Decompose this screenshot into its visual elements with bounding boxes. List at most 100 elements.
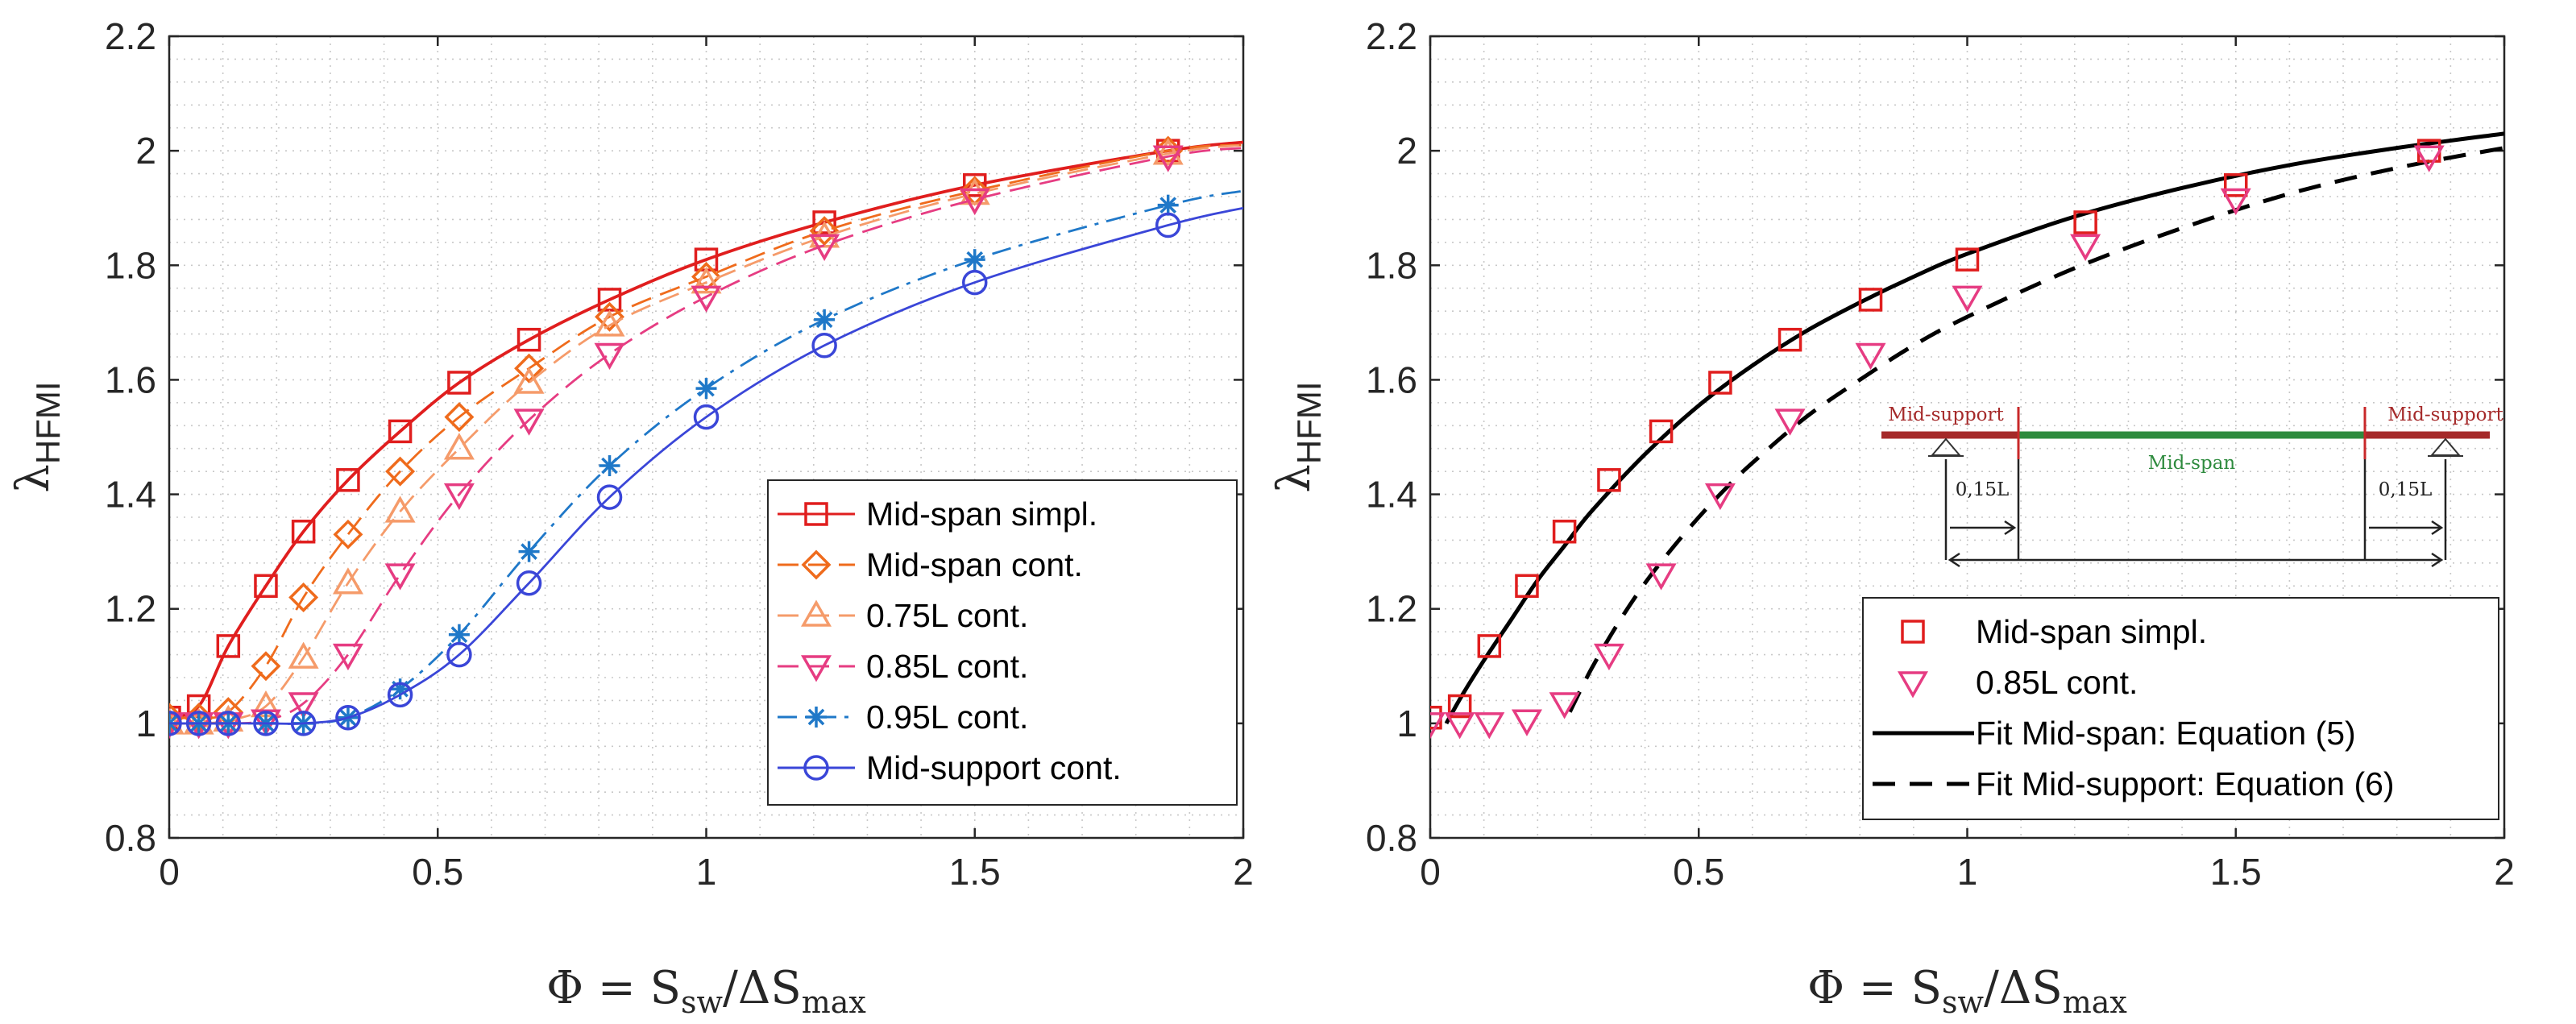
y-tick-label: 1.8: [105, 244, 156, 286]
legend-marker: [804, 502, 828, 526]
fit-line: [1568, 146, 2504, 713]
right-chart: 0 0.5 1 1.5 2 0.8 1 1.2 1.4 1.6 1.8 2 2.2 Φ = Ssw/ΔSm…: [1268, 15, 2515, 1020]
data-point: [384, 495, 416, 523]
x-axis-label-part: sw: [1942, 985, 1985, 1020]
y-axis-label-part: λ: [7, 464, 60, 493]
data-point: [1855, 342, 1886, 370]
data-point: [516, 570, 542, 596]
star-stroke: [601, 457, 618, 475]
star-stroke: [807, 708, 825, 726]
data-point: [290, 711, 317, 736]
data-point: [385, 456, 416, 487]
data-point: [1774, 408, 1806, 436]
data-point: [518, 541, 540, 562]
data-point: [288, 641, 319, 669]
data-point: [169, 707, 185, 735]
star-stroke: [169, 721, 178, 732]
data-point: [1155, 212, 1181, 238]
inset-label-mid-support: Mid-support: [2387, 404, 2503, 425]
data-point: [691, 267, 722, 294]
data-point: [691, 285, 722, 313]
data-point: [169, 711, 182, 736]
data-point: [809, 234, 840, 261]
legend: Mid-span simpl. 0.85L cont. Fit Mid-span: …: [1862, 597, 2499, 820]
x-axis-label: Φ = Ssw/ΔSmax: [546, 962, 866, 1020]
data-point: [446, 641, 472, 668]
x-tick-label: 2: [2494, 851, 2515, 893]
data-point: [443, 483, 475, 511]
legend-label: Mid-span cont.: [866, 546, 1083, 583]
data-point: [335, 705, 361, 731]
data-point: [1477, 634, 1502, 658]
y-tick-label: 1.2: [1366, 588, 1417, 630]
data-point: [1152, 138, 1184, 165]
data-point: [2073, 210, 2097, 234]
legend-marker: [1901, 620, 1925, 644]
legend-marker: [800, 655, 832, 682]
data-point: [443, 433, 475, 460]
data-point: [812, 210, 836, 234]
legend-box: [1862, 597, 2499, 820]
arrowhead: [2431, 520, 2444, 536]
data-point: [695, 378, 717, 400]
x-tick-label: 1: [1957, 851, 1978, 893]
data-point: [2220, 188, 2251, 216]
data-point: [811, 333, 837, 359]
data-point: [2070, 234, 2101, 261]
star-stroke: [450, 626, 468, 644]
x-tick-label: 0.5: [1673, 851, 1724, 893]
data-point: [1952, 285, 1983, 313]
inset-dim-label: 0,15L: [1956, 479, 2009, 500]
x-axis-label-part: Φ: [1807, 962, 1844, 1014]
legend-label: Fit Mid-span: Equation (5): [1976, 715, 2356, 752]
data-point: [1649, 419, 1674, 444]
y-tick-label: 2.2: [105, 15, 156, 57]
data-point: [288, 582, 319, 612]
data-point: [959, 177, 990, 205]
x-tick-label: 1.5: [2210, 851, 2262, 893]
data-point: [387, 682, 413, 708]
legend-marker: [800, 599, 832, 627]
data-point: [185, 711, 212, 736]
beam-inset: Mid-support Mid-support Mid-span 0,15L 0,15L: [1881, 404, 2504, 568]
data-point: [962, 269, 988, 296]
y-tick-label: 2: [1396, 130, 1417, 172]
data-point: [389, 678, 411, 700]
data-point: [596, 484, 623, 510]
legend-label: Mid-support cont.: [866, 749, 1122, 786]
series-line: [169, 206, 1243, 725]
legend-marker: [801, 549, 832, 580]
x-tick-label: 0: [159, 851, 180, 893]
data-point: [516, 327, 541, 352]
star-stroke: [698, 379, 715, 397]
data-point: [964, 249, 985, 271]
x-axis-label-part: max: [802, 985, 866, 1020]
x-axis-label-part: /ΔS: [1984, 962, 2063, 1014]
data-point: [251, 651, 281, 682]
y-axis-label-part: HFMI: [29, 381, 67, 464]
data-point: [1708, 371, 1732, 395]
x-tick-label: 1: [696, 851, 717, 893]
data-point: [1157, 194, 1179, 216]
y-axis-label-part: λ: [1268, 464, 1321, 493]
data-point: [513, 408, 545, 436]
data-point: [594, 342, 625, 370]
legend-label: Fit Mid-support: Equation (6): [1976, 765, 2395, 802]
inset-label-mid-support: Mid-support: [1888, 404, 2004, 425]
y-tick-label: 1.4: [105, 474, 156, 516]
data-point: [288, 692, 319, 719]
data-point: [216, 634, 241, 658]
series-line: [169, 140, 1243, 719]
data-point: [1430, 712, 1446, 740]
data-point: [447, 371, 471, 395]
data-point: [1858, 288, 1883, 312]
x-tick-label: 2: [1233, 851, 1254, 893]
data-point: [1955, 247, 1980, 272]
star-stroke: [169, 715, 178, 726]
star-stroke: [815, 311, 833, 329]
series-layer: [1430, 131, 2504, 740]
y-tick-label: 1.8: [1366, 244, 1417, 286]
x-axis-label-part: sw: [681, 985, 724, 1020]
data-point: [1645, 563, 1677, 591]
